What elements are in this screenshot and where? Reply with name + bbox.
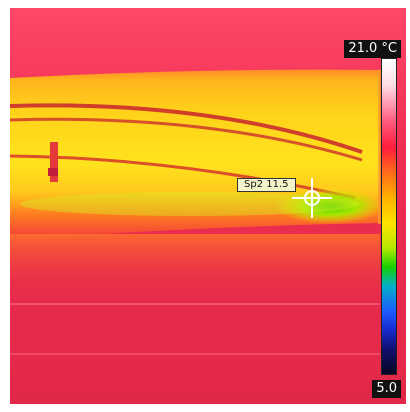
scale-min-label: 5.0: [372, 380, 401, 398]
thermal-heatmap: [10, 8, 406, 404]
thermal-image: [10, 8, 406, 404]
spot-measurement-label[interactable]: Sp2 11.5: [237, 178, 296, 192]
crosshair-center-circle: [304, 190, 320, 206]
thermal-image-viewer: 21.0 °C 5.0 Sp2 11.5: [10, 8, 406, 404]
temperature-colorbar: [381, 58, 397, 375]
spot-crosshair-icon[interactable]: [292, 178, 332, 218]
scale-max-label: 21.0 °C: [344, 40, 401, 58]
